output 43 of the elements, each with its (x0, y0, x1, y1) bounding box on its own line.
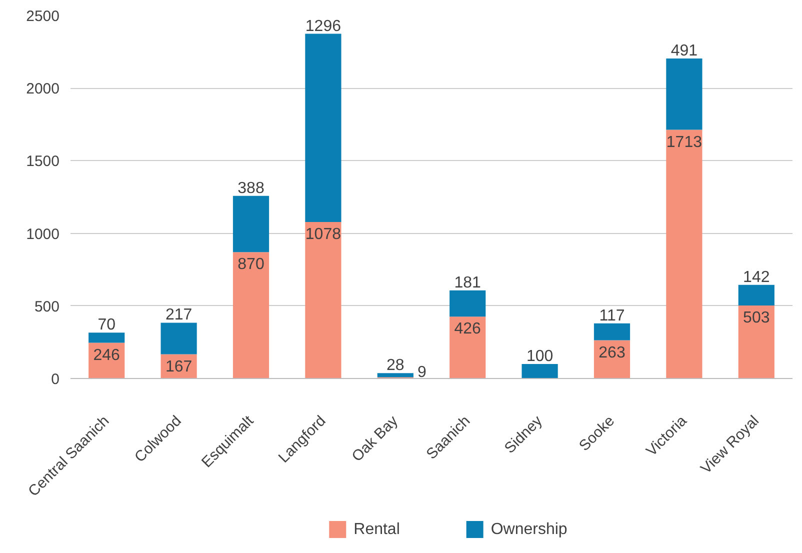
data-label: 142 (743, 268, 770, 286)
bar (738, 305, 774, 378)
bar (377, 373, 414, 378)
data-label: 870 (238, 256, 264, 274)
data-label: 388 (238, 180, 264, 197)
bar (305, 222, 342, 378)
data-label: 167 (165, 358, 192, 376)
bar (594, 323, 630, 340)
data-label: 117 (599, 307, 625, 324)
bar (232, 252, 270, 378)
legend-label: Ownership (490, 521, 568, 538)
legend-label: Rental (354, 521, 400, 538)
y-tick-label: 2500 (26, 8, 60, 25)
y-tick-label: 1000 (26, 226, 60, 243)
bar (88, 332, 125, 343)
data-label: 503 (743, 309, 770, 326)
data-label: 70 (98, 316, 116, 334)
data-label: 28 (386, 357, 404, 374)
bar (232, 196, 270, 252)
bar (305, 34, 342, 222)
data-label: 263 (598, 344, 626, 362)
y-tick-label: 500 (34, 298, 60, 316)
data-label: 426 (454, 320, 482, 338)
x-tick-label: Oak Bay (348, 412, 402, 466)
bar (522, 364, 558, 378)
data-label: 1296 (305, 18, 342, 35)
y-tick-label: 2000 (26, 80, 60, 98)
data-label: 491 (670, 42, 698, 60)
data-label: 9 (417, 364, 426, 382)
bar (450, 290, 486, 317)
bar (450, 316, 486, 378)
data-label: 217 (165, 306, 192, 324)
bar (160, 322, 197, 354)
data-label: 100 (526, 348, 554, 365)
data-label: 1078 (305, 226, 342, 243)
data-label: 181 (454, 274, 482, 292)
bar (666, 130, 702, 378)
bar (738, 284, 774, 306)
y-tick-label: 1500 (26, 153, 60, 170)
y-tick-label: 0 (51, 371, 60, 388)
data-label: 246 (93, 346, 120, 364)
bar (666, 58, 702, 130)
data-label: 1713 (666, 134, 702, 151)
